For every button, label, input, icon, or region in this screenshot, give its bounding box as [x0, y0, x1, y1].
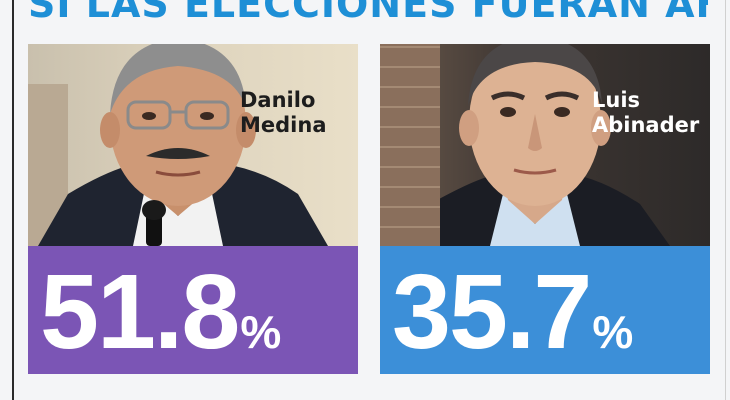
candidate-last-name: Medina [240, 113, 327, 137]
candidate-name: Danilo Medina [240, 88, 327, 138]
candidate-card-medina: Danilo Medina 51.8% [28, 44, 358, 374]
percentage-sign: % [592, 306, 634, 358]
left-border-line [12, 0, 14, 400]
percentage-band: 35.7% [380, 246, 710, 374]
candidate-photo: Danilo Medina [28, 44, 358, 246]
percentage-band: 51.8% [28, 246, 358, 374]
candidate-first-name: Danilo [240, 88, 316, 112]
candidate-name: Luis Abinader [592, 88, 699, 138]
portrait-illustration [28, 44, 328, 246]
percentage-value: 51.8% [40, 252, 281, 373]
portrait-illustration [400, 44, 670, 246]
percentage-value: 35.7% [392, 252, 633, 373]
candidate-first-name: Luis [592, 88, 641, 112]
right-border-line [725, 0, 726, 400]
candidate-photo: Luis Abinader [380, 44, 710, 246]
candidate-card-abinader: Luis Abinader 35.7% [380, 44, 710, 374]
headline: SI LAS ELECCIONES FUERAN AHORA [28, 0, 708, 26]
candidate-last-name: Abinader [592, 113, 700, 137]
percentage-number: 51.8 [40, 253, 240, 371]
percentage-number: 35.7 [392, 253, 592, 371]
brick-wall-background [380, 44, 440, 246]
percentage-sign: % [240, 306, 282, 358]
